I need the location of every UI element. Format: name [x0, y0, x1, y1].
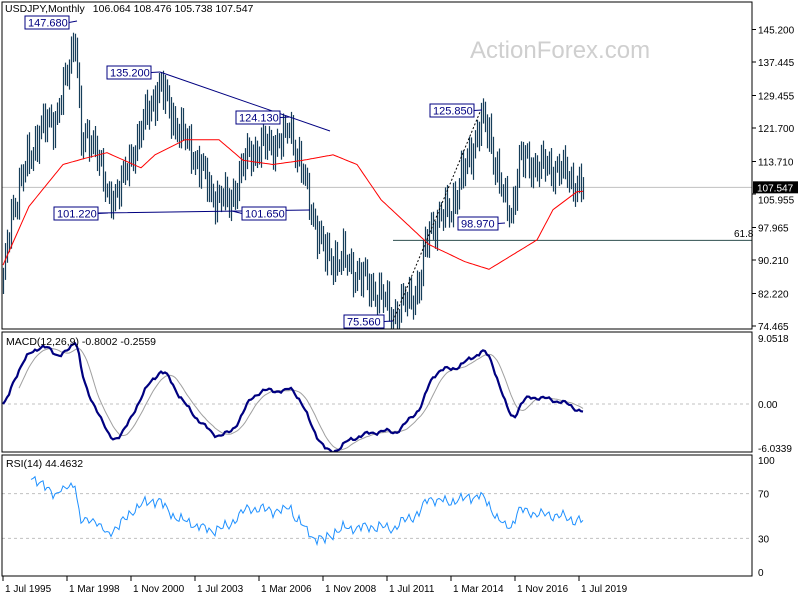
price-label-low-2011: 75.560 — [343, 314, 394, 329]
rsi-axis-label: 30 — [758, 534, 770, 545]
price-axis-label: 137.445 — [758, 58, 795, 69]
fib-level-label: 61.8 — [734, 229, 754, 240]
time-axis-label: 1 Jul 2011 — [389, 584, 435, 595]
price-axis-label: 129.455 — [758, 91, 795, 102]
price-label-text: 75.560 — [347, 317, 381, 329]
support-line — [96, 209, 311, 214]
price-label-text: 147.680 — [28, 18, 68, 30]
price-label-high-2002: 135.200 — [106, 65, 161, 80]
chart-ohlc: 106.064 108.476 105.738 107.547 — [93, 3, 254, 15]
rally-dotted-line — [392, 111, 481, 322]
time-axis-label: 1 Nov 2008 — [325, 584, 377, 595]
price-label-high-1998: 147.680 — [24, 15, 78, 30]
macd-axis-label: 9.0518 — [758, 334, 789, 345]
price-label-low-1999: 101.220 — [53, 206, 109, 221]
last-price-text: 107.547 — [757, 183, 794, 194]
macd-pane-border — [1, 331, 753, 453]
moving-average-line — [2, 139, 584, 270]
price-axis-label: 145.200 — [758, 26, 795, 37]
macd-axis-label: 0.00 — [758, 400, 778, 411]
time-axis-label: 1 Jul 2003 — [197, 584, 244, 595]
price-axis-label: 90.210 — [758, 256, 789, 267]
macd-pane — [2, 341, 752, 452]
resistance-trendline — [159, 71, 331, 132]
time-axis-label: 1 Jul 2019 — [581, 584, 628, 595]
rsi-axis-label: 0 — [758, 568, 764, 579]
price-label-low-2016: 98.970 — [457, 216, 506, 231]
price-label-text: 125.850 — [433, 106, 473, 118]
rsi-title: RSI(14) 44.4632 — [6, 458, 83, 470]
price-axis-label: 82.220 — [758, 289, 789, 300]
price-label-text: 124.130 — [239, 113, 279, 125]
time-axis-label: 1 Mar 1998 — [69, 584, 120, 595]
overlay: 147.680 135.200 124.130 101.220 101.650 75.56… — [24, 15, 754, 329]
macd-title: MACD(12,26,9) -0.8002 -0.2559 — [6, 336, 156, 348]
rsi-axis-label: 100 — [758, 456, 775, 467]
macd-axis-label: -6.0339 — [758, 444, 792, 455]
watermark-logo: ActionForex.com — [470, 37, 650, 64]
rsi-line — [30, 475, 584, 547]
price-label-text: 101.220 — [57, 209, 97, 221]
price-label-text: 135.200 — [110, 68, 150, 80]
rsi-pane-border — [1, 454, 753, 577]
rsi-pane — [2, 475, 752, 547]
price-label-text: 101.650 — [245, 209, 285, 221]
time-axis-label: 1 Mar 2014 — [453, 584, 504, 595]
price-label-low-2005: 101.650 — [231, 206, 287, 221]
rsi-axis-label: 70 — [758, 490, 770, 501]
chart-symbol: USDJPY,Monthly — [5, 3, 86, 15]
price-label-text: 98.970 — [461, 219, 495, 231]
price-axis-label: 74.465 — [758, 322, 789, 333]
price-pane — [2, 32, 752, 329]
price-axis-label: 105.955 — [758, 195, 795, 206]
time-axis-label: 1 Jul 1995 — [5, 584, 52, 595]
time-axis-label: 1 Nov 2016 — [517, 584, 569, 595]
price-axis-label: 97.965 — [758, 223, 789, 234]
price-pane-border — [1, 1, 753, 330]
macd-main-line — [2, 341, 584, 452]
price-label-high-2015: 125.850 — [429, 103, 483, 118]
price-axis-label: 113.710 — [758, 157, 794, 168]
last-price-tag — [753, 181, 798, 194]
time-axis-label: 1 Mar 2006 — [261, 584, 312, 595]
time-axis-label: 1 Nov 2000 — [133, 584, 185, 595]
price-label-high-2007: 124.130 — [235, 110, 291, 125]
macd-signal-line — [18, 347, 584, 451]
price-axis-label: 121.700 — [758, 124, 795, 135]
